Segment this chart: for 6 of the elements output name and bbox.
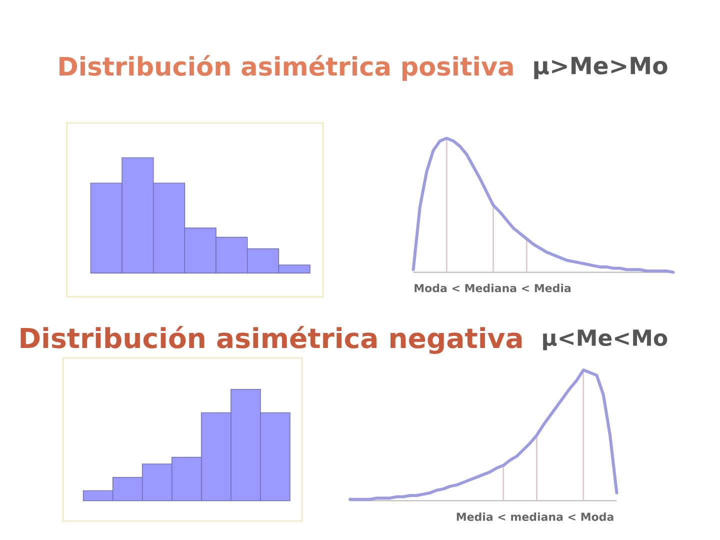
- chart-title: μ<Me<Mo: [543, 330, 668, 350]
- text: Moda < Mediana < Media: [414, 284, 571, 292]
- chart-title: Distribución asimétrica negativa: [20, 326, 522, 354]
- chart-title: μ>Me>Mo: [534, 56, 668, 80]
- chart-title: Distribución asimétrica positiva: [60, 55, 513, 81]
- text: Media < mediana < Moda: [456, 512, 614, 521]
